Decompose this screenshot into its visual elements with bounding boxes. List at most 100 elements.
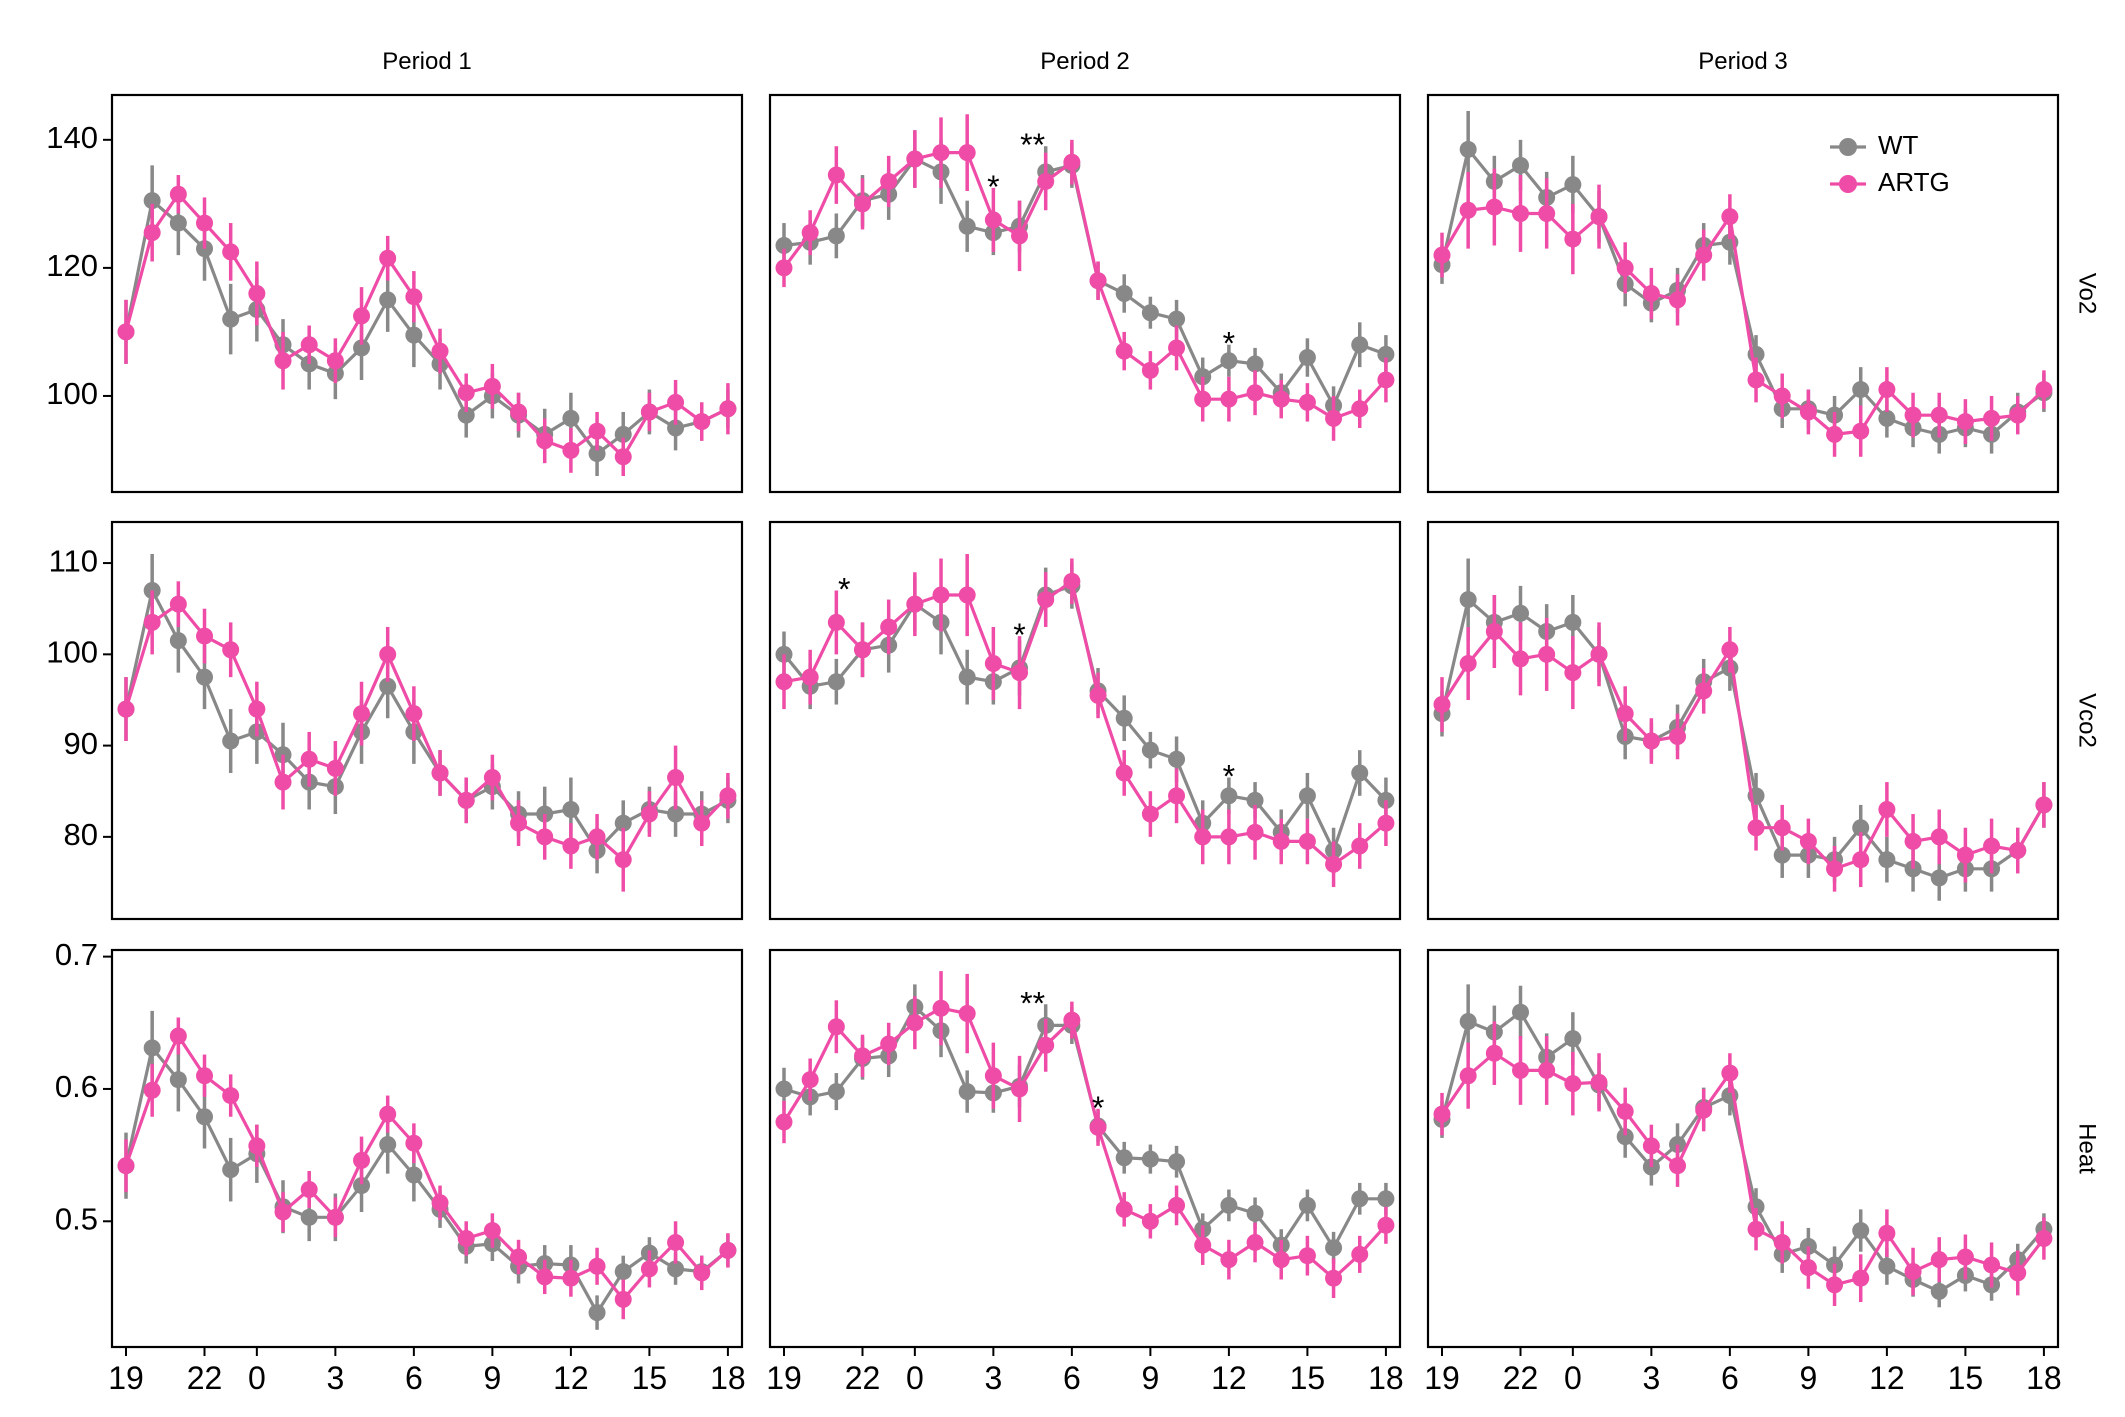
data-point bbox=[222, 732, 240, 750]
data-point bbox=[588, 1304, 606, 1322]
data-point bbox=[196, 668, 214, 686]
data-point bbox=[1773, 846, 1791, 864]
series-artg bbox=[1433, 168, 2053, 457]
data-point bbox=[1246, 791, 1264, 809]
data-point bbox=[1459, 201, 1477, 219]
data-point bbox=[1298, 349, 1316, 367]
data-point bbox=[196, 1067, 214, 1085]
data-point bbox=[1852, 1222, 1870, 1240]
data-point bbox=[431, 1194, 449, 1212]
x-tick-label: 3 bbox=[1642, 1360, 1660, 1396]
data-point bbox=[1351, 1190, 1369, 1208]
panel-vo2-1 bbox=[117, 165, 737, 476]
data-point bbox=[405, 288, 423, 306]
data-point bbox=[719, 787, 737, 805]
panel-background bbox=[112, 95, 742, 492]
data-point bbox=[827, 1083, 845, 1101]
y-tick-label: 110 bbox=[49, 543, 98, 578]
data-point bbox=[1115, 1149, 1133, 1167]
data-point bbox=[1721, 641, 1739, 659]
data-point bbox=[1089, 272, 1107, 290]
data-point bbox=[1246, 1233, 1264, 1251]
data-point bbox=[801, 224, 819, 242]
data-point bbox=[640, 1260, 658, 1278]
data-point bbox=[1773, 1233, 1791, 1251]
data-point bbox=[1564, 664, 1582, 682]
data-point bbox=[958, 668, 976, 686]
data-point bbox=[2035, 796, 2053, 814]
data-point bbox=[169, 1027, 187, 1045]
legend-item-wt: WT bbox=[1830, 130, 1919, 160]
data-point bbox=[536, 828, 554, 846]
data-point bbox=[1141, 741, 1159, 759]
data-point bbox=[1956, 1248, 1974, 1266]
data-point bbox=[405, 705, 423, 723]
data-point bbox=[1377, 345, 1395, 363]
data-point bbox=[353, 339, 371, 357]
data-point bbox=[1377, 814, 1395, 832]
significance-marker: ** bbox=[1020, 127, 1045, 163]
panel-vo2-2: **** bbox=[775, 114, 1395, 441]
data-point bbox=[1642, 285, 1660, 302]
data-point bbox=[854, 641, 872, 659]
data-point bbox=[169, 595, 187, 613]
data-point bbox=[588, 422, 606, 440]
data-point bbox=[1377, 371, 1395, 389]
data-point bbox=[379, 1105, 397, 1123]
y-tick-label: 80 bbox=[64, 817, 98, 852]
data-point bbox=[984, 211, 1002, 229]
data-point bbox=[1168, 750, 1186, 768]
data-point bbox=[1564, 176, 1582, 194]
panel-vco2-2: * * * bbox=[775, 553, 1395, 888]
data-point bbox=[1089, 686, 1107, 704]
data-point bbox=[958, 1083, 976, 1101]
data-point bbox=[1433, 246, 1451, 264]
x-tick-label: 0 bbox=[1564, 1360, 1582, 1396]
data-point bbox=[405, 326, 423, 344]
data-point bbox=[1298, 832, 1316, 850]
legend-label: ARTG bbox=[1878, 167, 1950, 197]
data-point bbox=[1512, 204, 1530, 222]
data-point bbox=[880, 618, 898, 636]
data-point bbox=[1904, 406, 1922, 424]
data-point bbox=[1590, 645, 1608, 663]
data-point bbox=[1325, 1269, 1343, 1287]
legend-label: WT bbox=[1878, 130, 1919, 160]
data-point bbox=[1747, 1220, 1765, 1238]
data-point bbox=[117, 1157, 135, 1175]
data-point bbox=[827, 166, 845, 184]
x-tick-label: 6 bbox=[1063, 1360, 1081, 1396]
data-point bbox=[326, 352, 344, 370]
data-point bbox=[274, 352, 292, 370]
data-point bbox=[1616, 1102, 1634, 1120]
data-point bbox=[1089, 1118, 1107, 1136]
data-point bbox=[274, 1203, 292, 1221]
y-tick-label: 140 bbox=[46, 120, 98, 155]
panel-frame bbox=[110, 948, 744, 1349]
data-point bbox=[248, 1137, 266, 1155]
data-point bbox=[1351, 400, 1369, 418]
x-tick-label: 15 bbox=[632, 1360, 668, 1396]
y-tick-label: 90 bbox=[64, 726, 98, 761]
data-point bbox=[1063, 153, 1081, 171]
data-point bbox=[775, 259, 793, 277]
data-point bbox=[405, 1166, 423, 1184]
data-point bbox=[1220, 352, 1238, 370]
x-tick-label: 22 bbox=[845, 1360, 881, 1396]
data-point bbox=[1325, 855, 1343, 873]
data-point bbox=[274, 773, 292, 791]
data-point bbox=[1616, 705, 1634, 723]
data-point bbox=[1459, 1012, 1477, 1030]
panel-background bbox=[770, 95, 1400, 492]
data-point bbox=[300, 1181, 318, 1199]
data-point bbox=[1298, 787, 1316, 805]
data-point bbox=[1590, 1073, 1608, 1091]
data-point bbox=[1669, 727, 1687, 745]
series-artg bbox=[1433, 595, 2053, 892]
data-point bbox=[775, 1080, 793, 1098]
panel-frame bbox=[110, 93, 744, 494]
y-tick-label: 100 bbox=[46, 376, 98, 411]
data-point bbox=[379, 291, 397, 309]
legend-marker bbox=[1839, 175, 1857, 193]
